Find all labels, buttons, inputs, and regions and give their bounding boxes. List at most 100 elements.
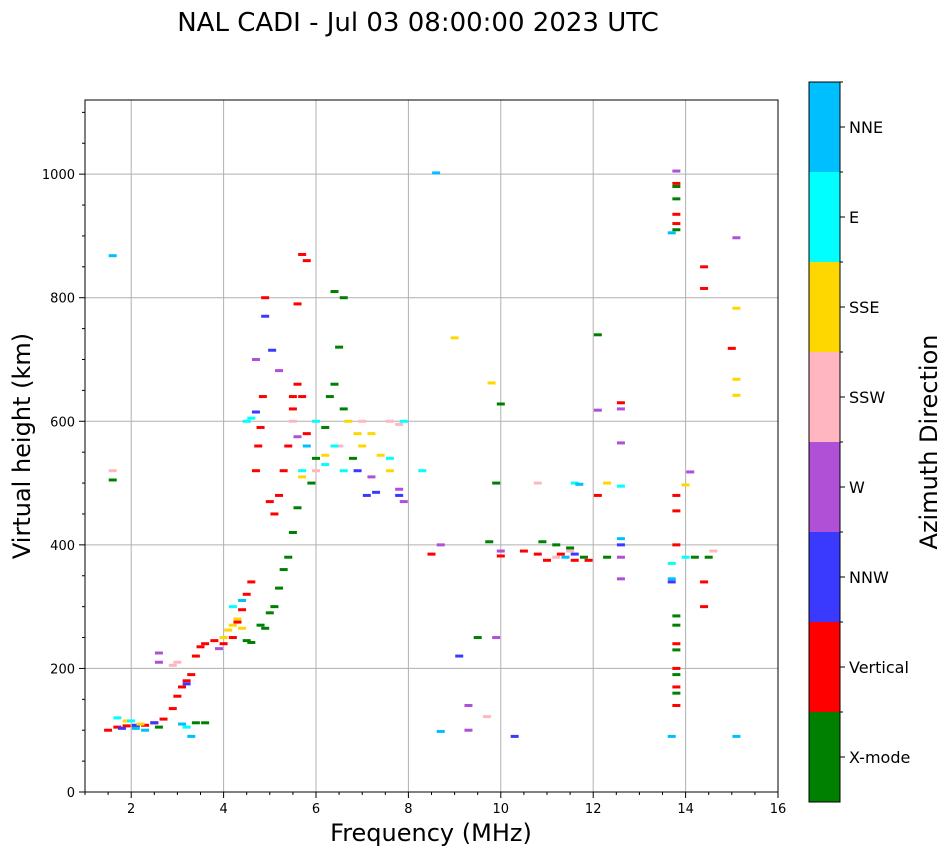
- colorbar-label-sse: SSE: [849, 298, 879, 317]
- data-point: [178, 722, 187, 726]
- data-point: [667, 561, 676, 565]
- data-point: [265, 611, 274, 615]
- y-tick-label: 1000: [42, 168, 75, 183]
- data-point: [732, 306, 741, 310]
- data-point: [312, 456, 320, 460]
- data-point: [667, 734, 676, 738]
- data-point: [372, 490, 381, 494]
- data-point: [219, 642, 228, 646]
- data-point: [302, 444, 311, 448]
- data-point: [131, 723, 140, 727]
- data-point: [293, 302, 302, 306]
- data-point: [168, 707, 177, 711]
- x-tick-label: 8: [404, 802, 412, 817]
- data-point: [312, 469, 320, 473]
- data-point: [270, 512, 279, 516]
- colorbar-label-w: W: [849, 478, 865, 497]
- data-point: [228, 623, 237, 627]
- series-vertical: [104, 181, 736, 732]
- colorbar-segment: [809, 622, 840, 712]
- y-tick-label: 600: [50, 415, 75, 430]
- colorbar-segment: [809, 712, 840, 802]
- data-point: [182, 725, 191, 729]
- data-point: [616, 484, 625, 488]
- data-point: [108, 254, 117, 258]
- data-point: [432, 171, 441, 175]
- data-point: [533, 552, 542, 556]
- data-point: [117, 726, 126, 730]
- data-point: [298, 469, 307, 473]
- data-point: [584, 558, 593, 562]
- data-point: [321, 425, 330, 429]
- colorbar: X-mode Vertical NNW W SSW SSE E NNE: [808, 81, 910, 803]
- data-point: [141, 723, 150, 727]
- data-point: [131, 726, 140, 730]
- data-point: [344, 419, 353, 423]
- data-point: [242, 639, 251, 643]
- colorbar-label-x-mode: X-mode: [849, 748, 910, 767]
- data-point: [464, 704, 473, 707]
- data-point: [732, 734, 741, 738]
- data-point: [173, 694, 182, 698]
- data-point: [196, 645, 205, 649]
- data-point: [556, 552, 565, 556]
- data-point: [330, 444, 339, 448]
- data-point: [672, 212, 681, 216]
- data-point: [399, 419, 408, 423]
- data-point: [298, 252, 307, 256]
- data-point: [593, 493, 602, 497]
- data-point: [672, 222, 681, 226]
- data-point: [399, 500, 408, 504]
- data-point: [450, 336, 459, 340]
- data-point: [672, 666, 681, 670]
- data-point: [672, 623, 681, 627]
- data-point: [182, 679, 191, 683]
- data-point: [552, 543, 561, 547]
- data-point: [330, 290, 339, 294]
- data-point: [321, 463, 330, 467]
- data-point: [228, 636, 237, 640]
- y-tick-label: 0: [67, 786, 75, 801]
- data-point: [201, 721, 210, 725]
- data-point: [492, 481, 501, 485]
- colorbar-label-nnw: NNW: [849, 568, 889, 587]
- data-point: [108, 469, 117, 473]
- data-point: [616, 543, 625, 547]
- data-point: [104, 728, 113, 732]
- data-point: [293, 382, 302, 386]
- data-point: [603, 555, 612, 559]
- data-point: [182, 682, 191, 686]
- data-point: [732, 393, 741, 397]
- x-tick-label: 10: [493, 802, 510, 817]
- data-point: [251, 358, 260, 361]
- series-nne: [108, 171, 741, 738]
- data-point: [575, 482, 584, 486]
- data-point: [579, 555, 588, 559]
- data-point: [275, 493, 284, 497]
- data-point: [487, 381, 496, 385]
- data-point: [141, 728, 150, 732]
- data-point: [681, 483, 690, 487]
- data-point: [570, 558, 579, 562]
- data-point: [418, 469, 427, 473]
- data-point: [335, 444, 344, 448]
- data-points: [104, 169, 741, 738]
- data-point: [667, 231, 676, 235]
- x-axis-label: Frequency (MHz): [330, 819, 532, 847]
- data-point: [672, 691, 681, 695]
- data-point: [325, 395, 334, 399]
- data-point: [358, 419, 367, 423]
- series-ssw: [108, 419, 718, 719]
- data-point: [485, 540, 494, 544]
- data-point: [385, 456, 394, 460]
- grid-lines: [85, 100, 779, 793]
- data-point: [312, 419, 320, 423]
- series-sse: [122, 306, 741, 726]
- data-point: [284, 444, 293, 448]
- data-point: [603, 481, 612, 485]
- data-point: [339, 407, 348, 411]
- data-point: [672, 181, 681, 185]
- data-point: [159, 717, 168, 721]
- data-point: [455, 654, 464, 658]
- data-point: [436, 543, 445, 547]
